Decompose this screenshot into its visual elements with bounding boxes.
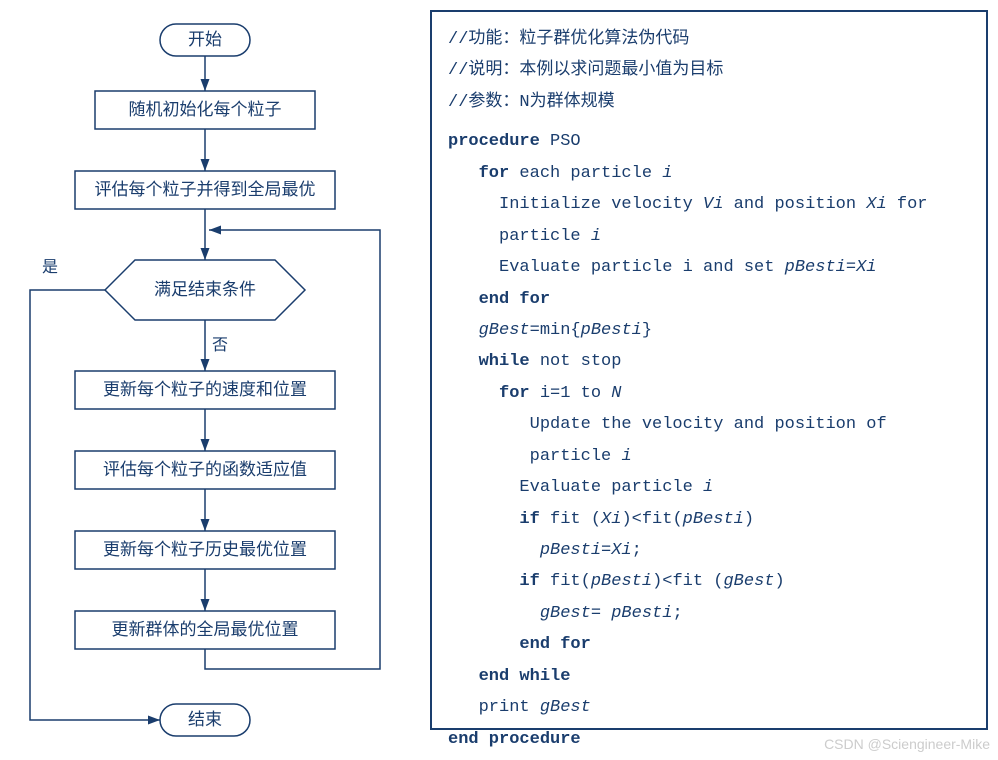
code-eval-1: Evaluate particle i and set pBesti=Xi bbox=[448, 252, 970, 283]
svg-text:评估每个粒子的函数适应值: 评估每个粒子的函数适应值 bbox=[103, 460, 307, 479]
code-endwhile: end while bbox=[448, 661, 970, 692]
code-update: Update the velocity and position of bbox=[448, 409, 970, 440]
pseudocode-panel: //功能：粒子群优化算法伪代码 //说明：本例以求问题最小值为目标 //参数：N… bbox=[430, 10, 988, 730]
code-init: Initialize velocity Vi and position Xi f… bbox=[448, 189, 970, 220]
code-endfor-2: end for bbox=[448, 629, 970, 660]
svg-text:满足结束条件: 满足结束条件 bbox=[154, 280, 256, 299]
code-gbest-2: gBest= pBesti; bbox=[448, 598, 970, 629]
svg-text:更新每个粒子历史最优位置: 更新每个粒子历史最优位置 bbox=[103, 540, 307, 559]
comment-3: //参数：N为群体规模 bbox=[448, 87, 970, 118]
code-endfor-1: end for bbox=[448, 284, 970, 315]
code-for-2: for i=1 to N bbox=[448, 378, 970, 409]
watermark: CSDN @Sciengineer-Mike bbox=[824, 736, 990, 752]
svg-text:随机初始化每个粒子: 随机初始化每个粒子 bbox=[129, 100, 282, 119]
svg-text:评估每个粒子并得到全局最优: 评估每个粒子并得到全局最优 bbox=[95, 180, 316, 199]
svg-text:否: 否 bbox=[212, 337, 228, 354]
code-init-2: particle i bbox=[448, 221, 970, 252]
svg-text:是: 是 bbox=[42, 259, 58, 276]
svg-text:更新群体的全局最优位置: 更新群体的全局最优位置 bbox=[112, 620, 299, 639]
code-gbest: gBest=min{pBesti} bbox=[448, 315, 970, 346]
svg-text:更新每个粒子的速度和位置: 更新每个粒子的速度和位置 bbox=[103, 380, 307, 399]
code-procedure: procedure PSO bbox=[448, 126, 970, 157]
flowchart-panel: 否 是 开始随机初始化每个粒子评估每个粒子并得到全局最优满足结束条件更新每个粒子的速… bbox=[10, 10, 410, 750]
svg-text:结束: 结束 bbox=[188, 710, 222, 729]
code-eval-2: Evaluate particle i bbox=[448, 472, 970, 503]
code-for-1: for each particle i bbox=[448, 158, 970, 189]
flowchart-svg: 否 是 开始随机初始化每个粒子评估每个粒子并得到全局最优满足结束条件更新每个粒子的速… bbox=[10, 10, 410, 750]
code-if-2: if fit(pBesti)<fit (gBest) bbox=[448, 566, 970, 597]
code-print: print gBest bbox=[448, 692, 970, 723]
comment-1: //功能：粒子群优化算法伪代码 bbox=[448, 24, 970, 55]
code-pbest: pBesti=Xi; bbox=[448, 535, 970, 566]
code-if-1: if fit (Xi)<fit(pBesti) bbox=[448, 504, 970, 535]
code-update-2: particle i bbox=[448, 441, 970, 472]
code-while: while not stop bbox=[448, 346, 970, 377]
comment-2: //说明：本例以求问题最小值为目标 bbox=[448, 55, 970, 86]
svg-text:开始: 开始 bbox=[188, 30, 222, 49]
